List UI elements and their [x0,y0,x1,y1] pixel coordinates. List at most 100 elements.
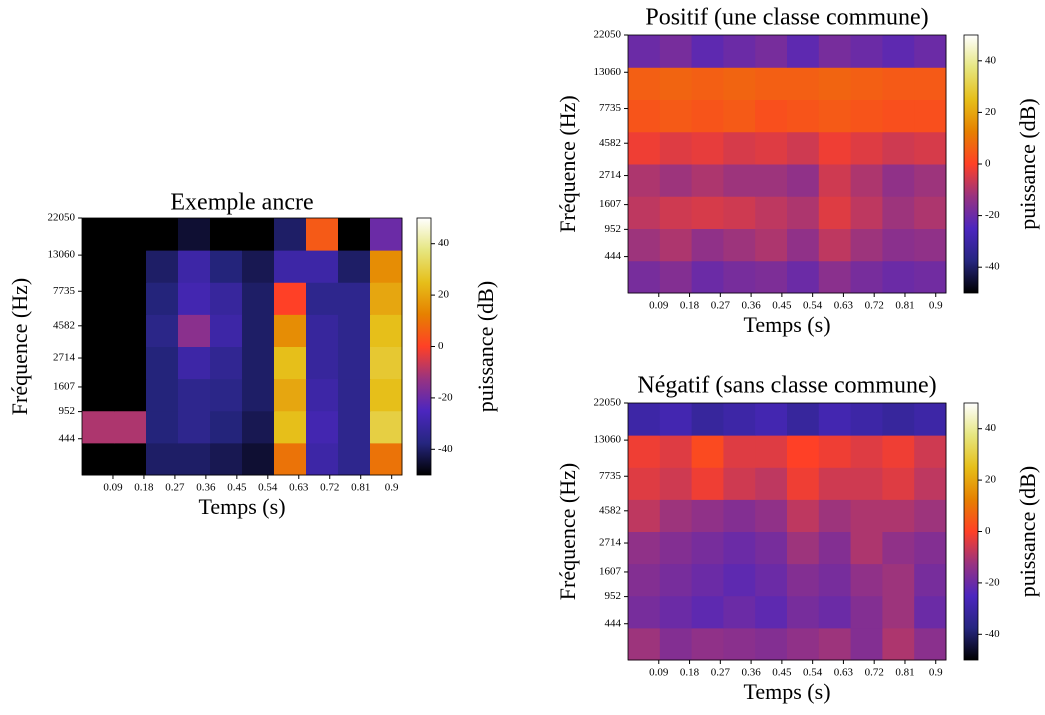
heatmap-cell [818,99,852,133]
heatmap-cell [114,250,147,283]
heatmap-cell [818,196,852,229]
heatmap-cell [723,531,756,565]
heatmap-cell [850,531,883,565]
heatmap-cell [659,164,693,197]
heatmap-cell [691,35,724,68]
heatmap-cell [628,164,661,197]
heatmap-cell [659,531,693,565]
heatmap-cell [723,627,756,661]
x-tick-label: 0.63 [834,667,854,679]
y-tick-label: 13060 [48,249,76,261]
y-tick-label: 2714 [599,537,622,549]
heatmap-cell [818,467,852,500]
heatmap-cell [114,218,147,251]
y-tick-label: 22050 [594,397,622,409]
heatmap-cell [882,467,915,500]
heatmap-cell [628,499,661,532]
x-tick-label: 0.36 [741,667,761,679]
heatmap-cell [370,442,403,476]
y-tick-label: 7735 [599,102,622,114]
heatmap-cell [787,467,820,500]
heatmap-cell [210,282,243,315]
heatmap-cell [787,260,820,294]
y-tick-label: 1607 [599,565,622,577]
heatmap-cell [691,196,724,229]
heatmap-cell [755,99,788,133]
heatmap-cell [306,314,339,347]
heatmap-cell [882,627,915,661]
y-tick-label: 444 [605,617,622,629]
y-tick-label: 22050 [594,29,622,41]
heatmap-cell [628,403,661,436]
heatmap-cell [914,531,947,565]
heatmap-cell [755,196,788,229]
heatmap-cell [723,99,756,133]
heatmap-cell [723,467,756,500]
heatmap-cell [723,563,756,597]
heatmap-cell [850,627,883,661]
heatmap-cell [882,563,915,597]
heatmap-cell [210,218,243,251]
heatmap-cell [178,346,211,380]
heatmap-cell [210,250,243,283]
colorbar-tick-label: 20 [438,289,450,301]
heatmap-cell [628,467,661,500]
colorbar-tick-label: 40 [985,54,997,66]
heatmap-cell [659,35,693,68]
heatmap-cell [338,410,371,444]
heatmap-cell [82,314,115,347]
x-axis-label: Temps (s) [198,494,285,519]
heatmap-cell [882,99,915,133]
colorbar-tick-label: 0 [985,158,991,170]
x-tick-label: 0.45 [772,667,792,679]
heatmap-cell [723,403,756,436]
heatmap-cell [338,250,371,283]
heatmap-cell [882,228,915,262]
heatmap-cell [914,196,947,229]
heatmap-cell [850,403,883,436]
heatmap-cell [818,531,852,565]
heatmap-cell [659,131,693,165]
heatmap-cell [659,595,693,629]
heatmap-cell [178,282,211,315]
heatmap-cell [659,260,693,294]
heatmap-cell [242,442,275,476]
heatmap-cell [723,595,756,629]
y-tick-label: 13060 [594,66,622,78]
heatmap-cell [628,35,661,68]
heatmap-cell [146,250,179,283]
heatmap-cell [242,378,275,412]
y-tick-label: 22050 [48,212,76,224]
colorbar-tick-label: -20 [985,209,1000,221]
heatmap-cell [338,442,371,476]
heatmap-cell [659,435,693,468]
heatmap-cell [691,260,724,294]
heatmap-cell [882,531,915,565]
heatmap-cell [628,595,661,629]
heatmap-cell [755,499,788,532]
heatmap-cell [882,595,915,629]
heatmap-cell [370,378,403,412]
heatmap-cell [787,99,820,133]
heatmap-cell [818,131,852,165]
colorbar-tick-label: -40 [438,443,453,455]
heatmap-cell [691,164,724,197]
heatmap-cell [659,467,693,500]
y-tick-label: 1607 [53,380,76,392]
colorbar [963,402,979,661]
heatmap-cell [723,435,756,468]
heatmap-cell [882,67,915,100]
heatmap-cell [178,378,211,412]
heatmap-cell [306,442,339,476]
heatmap-cell [723,260,756,294]
heatmap-cell [882,403,915,436]
heatmap-cell [755,467,788,500]
heatmap-cell [850,435,883,468]
x-tick-label: 0.63 [289,482,309,494]
heatmap-cell [914,435,947,468]
x-tick-label: 0.18 [680,300,700,312]
x-tick-label: 0.63 [834,300,854,312]
heatmap-cell [146,378,179,412]
colorbar-tick-label: 20 [985,474,997,486]
plot-frame [627,402,947,661]
